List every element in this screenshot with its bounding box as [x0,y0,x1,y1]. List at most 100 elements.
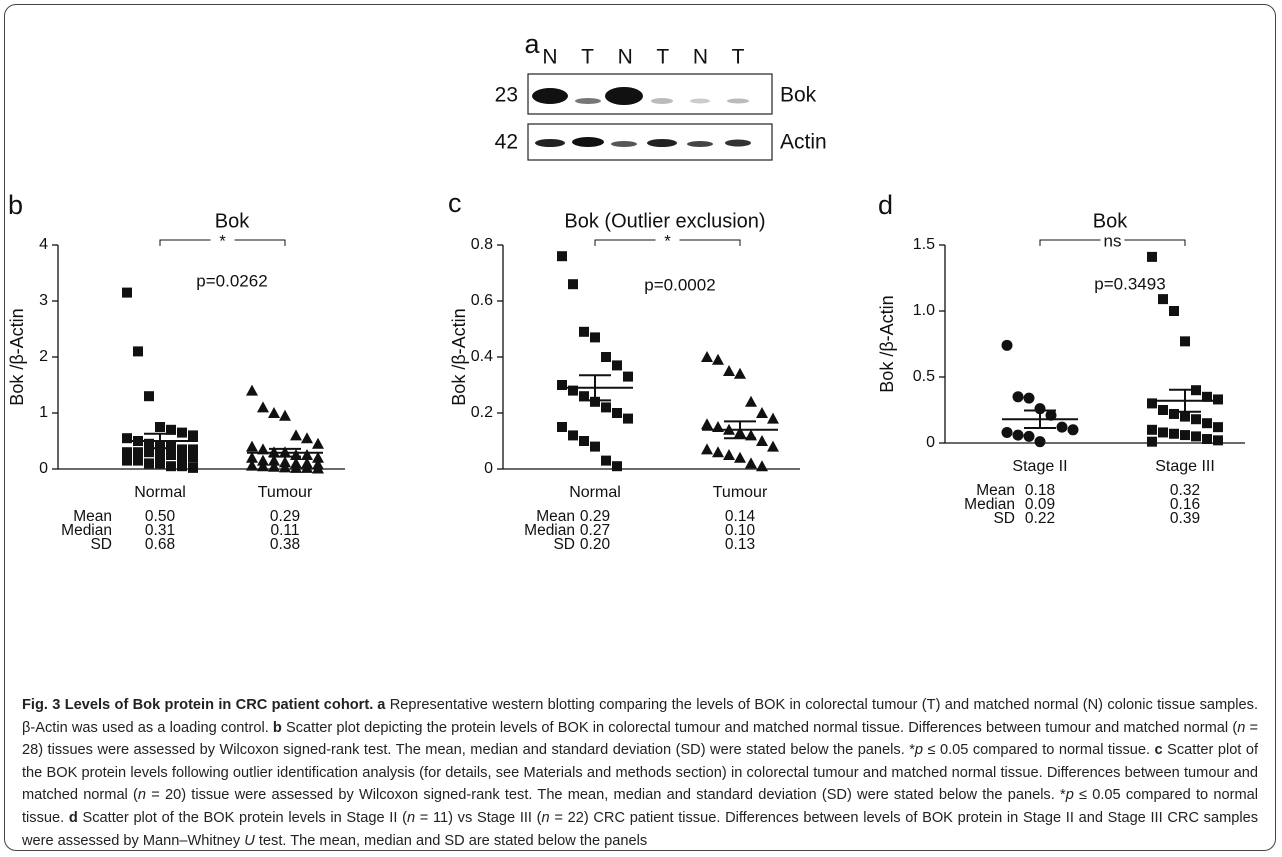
chart-title: Bok (Outlier exclusion) [564,210,765,232]
data-point [701,418,713,429]
data-point [767,413,779,424]
data-point [557,251,567,261]
data-point [568,279,578,289]
y-axis-label: Bok /β-Actin [7,308,27,405]
data-point [1002,427,1013,438]
y-axis-label: Bok /β-Actin [877,295,897,392]
molecular-weight: 42 [495,131,518,154]
band [725,140,751,147]
data-point [122,456,132,466]
band [605,87,643,105]
data-point [568,430,578,440]
y-tick-label: 3 [39,292,48,309]
caption-text: ≤ 0.05 compared to normal tissue. [923,742,1155,758]
data-point [612,360,622,370]
band [535,139,565,147]
data-point [1158,405,1168,415]
caption-text: Fig. 3 Levels of Bok protein in CRC pati… [22,697,373,713]
caption-text: Scatter plot of the BOK protein levels i… [78,810,407,826]
data-point [166,461,176,471]
y-tick-label: 0 [39,460,48,477]
data-point [701,443,713,454]
data-point [612,408,622,418]
significance-label: ns [1104,231,1122,250]
caption-text: = 20) tissue were assessed by Wilcoxon s… [146,787,1066,803]
band [575,98,601,104]
stats-value: 0.38 [270,536,300,553]
data-point [1191,414,1201,424]
data-point [1169,306,1179,316]
panel-letter: d [878,190,893,220]
data-point [133,346,143,356]
data-point [246,441,258,452]
chart-title: Bok [1093,210,1128,232]
data-point [579,327,589,337]
data-point [756,407,768,418]
data-point [257,401,269,412]
data-point [734,452,746,463]
data-point [745,457,757,468]
data-point [1180,412,1190,422]
data-point [623,372,633,382]
caption-text: n [138,787,146,803]
data-point [301,432,313,443]
data-point [144,458,154,468]
stats-value: 0.22 [1025,510,1055,527]
data-point [133,456,143,466]
data-point [1202,434,1212,444]
data-point [188,453,198,463]
caption-text: c [1155,742,1163,758]
caption-text: b [273,720,282,736]
data-point [1024,393,1035,404]
caption-text: test. The mean, median and SD are stated… [255,833,647,849]
data-point [557,422,567,432]
data-point [723,449,735,460]
data-point [601,352,611,362]
data-point [177,461,187,471]
p-value: p=0.0002 [644,275,715,294]
caption-text: = 11) vs Stage III ( [415,810,541,826]
y-tick-label: 1.5 [913,236,935,253]
y-tick-label: 0 [926,434,935,451]
y-tick-label: 2 [39,348,48,365]
x-tick-label: Normal [134,484,186,501]
chart-title: Bok [215,210,250,232]
data-point [745,396,757,407]
band [727,99,749,104]
data-point [312,438,324,449]
data-point [712,354,724,365]
data-point [257,460,269,471]
lane-label: N [693,46,708,69]
band [647,139,677,147]
data-point [756,460,768,471]
caption-text: U [244,833,255,849]
data-point [712,446,724,457]
data-point [756,435,768,446]
data-point [1213,435,1223,445]
data-point [155,422,165,432]
data-point [1213,422,1223,432]
caption-text: p [1066,787,1074,803]
data-point [1013,391,1024,402]
caption-text: Scatter plot depicting the protein level… [282,720,1237,736]
data-point [1147,252,1157,262]
data-point [590,332,600,342]
data-point [1169,409,1179,419]
data-point [1191,431,1201,441]
data-point [1068,424,1079,435]
band [532,88,568,104]
data-point [579,436,589,446]
data-point [1057,422,1068,433]
data-point [623,414,633,424]
p-value: p=0.3493 [1094,274,1165,293]
panel-letter: c [448,188,462,218]
band [572,137,604,147]
data-point [601,456,611,466]
data-point [177,428,187,438]
significance-label: * [664,231,671,250]
lane-label: N [618,46,633,69]
stats-label: SD [993,510,1015,527]
data-point [1180,336,1190,346]
data-point [268,407,280,418]
